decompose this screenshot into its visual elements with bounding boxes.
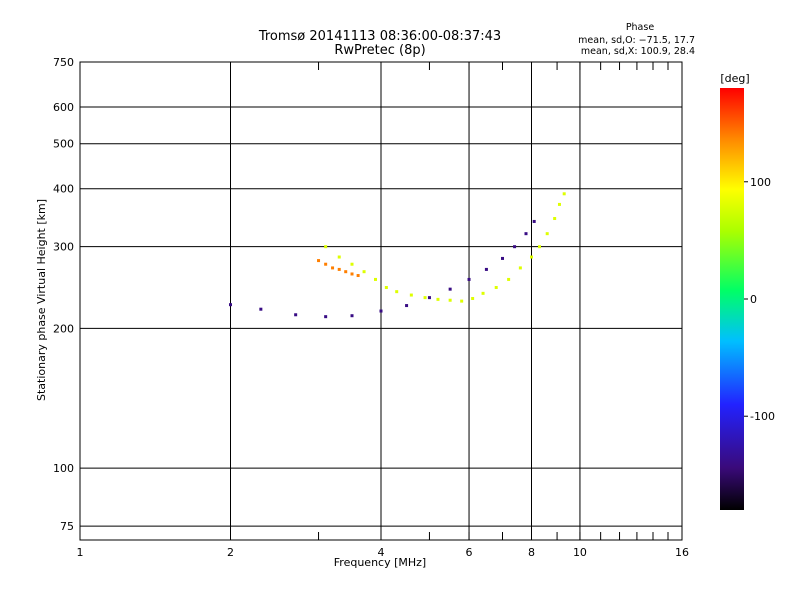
chart-subtitle: RwPretec (8p) bbox=[334, 43, 425, 58]
y-tick-label: 500 bbox=[53, 138, 74, 151]
data-point bbox=[427, 296, 431, 300]
data-point bbox=[259, 307, 263, 311]
data-point bbox=[229, 303, 232, 307]
data-point bbox=[553, 217, 557, 221]
stats-line-2: mean, sd,X: 100.9, 28.4 bbox=[581, 46, 695, 57]
data-point bbox=[423, 296, 427, 300]
data-point bbox=[324, 262, 328, 266]
data-point bbox=[545, 232, 549, 236]
x-tick-label: 4 bbox=[378, 546, 385, 559]
data-point bbox=[481, 291, 485, 295]
y-tick-label: 400 bbox=[53, 183, 74, 196]
data-point bbox=[379, 309, 383, 313]
y-tick-label: 75 bbox=[60, 520, 74, 533]
colorbar-tick-label: 100 bbox=[750, 176, 771, 189]
data-point bbox=[374, 277, 378, 281]
data-point bbox=[471, 296, 475, 300]
y-tick-label: 750 bbox=[53, 56, 74, 69]
y-tick-label: 100 bbox=[53, 462, 74, 475]
data-point bbox=[537, 245, 541, 249]
data-point bbox=[317, 259, 321, 263]
colorbar bbox=[720, 88, 744, 510]
data-point bbox=[356, 274, 360, 278]
data-point bbox=[530, 255, 533, 259]
data-point bbox=[409, 293, 413, 297]
data-point bbox=[484, 267, 488, 271]
data-point bbox=[324, 315, 328, 319]
stats-title: Phase bbox=[626, 22, 655, 33]
data-point bbox=[405, 304, 409, 308]
chart-title: Tromsø 20141113 08:36:00-08:37:43 bbox=[258, 29, 501, 44]
data-point bbox=[518, 266, 522, 270]
data-point bbox=[532, 219, 536, 223]
data-point bbox=[448, 287, 452, 291]
data-point bbox=[513, 245, 517, 249]
data-point bbox=[494, 286, 498, 290]
colorbar-ticks: 100 0 -100 bbox=[744, 176, 775, 423]
data-point bbox=[562, 192, 566, 196]
x-tick-label: 6 bbox=[466, 546, 473, 559]
points-layer bbox=[229, 192, 566, 319]
data-point bbox=[331, 266, 335, 270]
colorbar-tick-label: -100 bbox=[750, 410, 775, 423]
data-point bbox=[350, 314, 354, 318]
stats-line-1: mean, sd,O: −71.5, 17.7 bbox=[578, 35, 695, 46]
grid-layer bbox=[80, 62, 682, 540]
data-point bbox=[324, 245, 328, 249]
colorbar-tick-label: 0 bbox=[750, 293, 757, 306]
data-point bbox=[362, 270, 366, 274]
data-point bbox=[524, 232, 528, 236]
data-point bbox=[501, 256, 505, 260]
data-point bbox=[557, 202, 561, 206]
data-point bbox=[448, 298, 452, 302]
data-point bbox=[384, 286, 388, 290]
y-tick-label: 200 bbox=[53, 322, 74, 335]
x-tick-label: 8 bbox=[528, 546, 535, 559]
data-point bbox=[395, 290, 399, 294]
x-tick-label: 2 bbox=[227, 546, 234, 559]
y-axis-label: Stationary phase Virtual Height [km] bbox=[35, 199, 48, 401]
colorbar-label: [deg] bbox=[720, 72, 749, 85]
data-point bbox=[350, 262, 354, 266]
data-point bbox=[436, 297, 440, 301]
data-point bbox=[460, 299, 464, 303]
y-tick-label: 300 bbox=[53, 241, 74, 254]
data-point bbox=[337, 267, 341, 271]
data-point bbox=[344, 270, 348, 274]
x-tick-label: 10 bbox=[573, 546, 587, 559]
x-tick-label: 1 bbox=[77, 546, 84, 559]
data-point bbox=[507, 277, 511, 281]
x-axis-label: Frequency [MHz] bbox=[334, 556, 426, 569]
tick-layer: 1 2 4 6 8 10 16 75 100 200 300 400 500 600 750 bbox=[53, 56, 689, 559]
data-point bbox=[350, 272, 354, 276]
data-point bbox=[294, 313, 298, 317]
y-tick-label: 600 bbox=[53, 101, 74, 114]
data-point bbox=[467, 277, 471, 281]
x-tick-label: 16 bbox=[675, 546, 689, 559]
data-point bbox=[337, 255, 341, 259]
